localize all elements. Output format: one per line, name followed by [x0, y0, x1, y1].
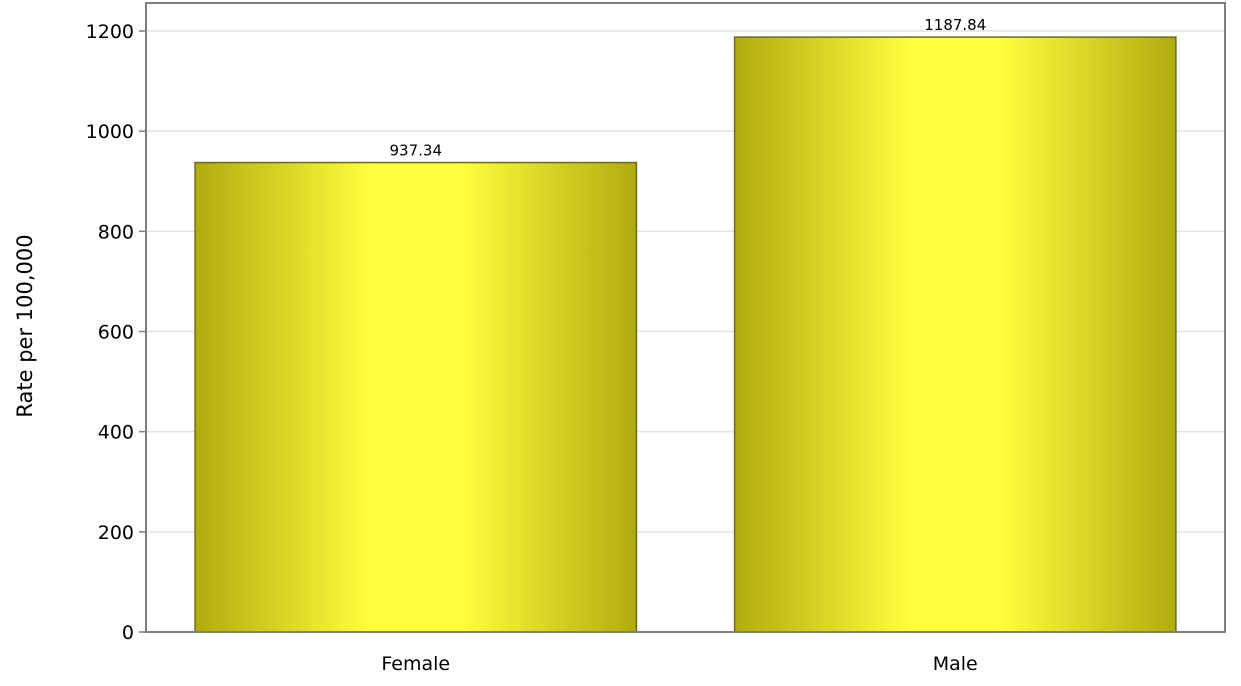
- plot-frame: [145, 2, 1226, 633]
- bar-male: [733, 36, 1177, 633]
- y-axis-title: Rate per 100,000: [13, 234, 37, 417]
- data-label-female: 937.34: [390, 142, 443, 160]
- x-tick-label-female: Female: [381, 653, 450, 675]
- y-tick-label-800: 800: [98, 221, 134, 243]
- y-tick-label-0: 0: [122, 622, 134, 644]
- bars: [194, 36, 1177, 633]
- y-tick-label-1000: 1000: [86, 121, 134, 143]
- y-tick-label-1200: 1200: [86, 21, 134, 43]
- y-axis: 0 200 400 600 800 1000 1200: [86, 21, 146, 644]
- y-tick-label-200: 200: [98, 522, 134, 544]
- x-tick-label-male: Male: [933, 653, 978, 675]
- y-tick-label-400: 400: [98, 422, 134, 444]
- bar-female: [194, 161, 638, 633]
- data-labels: 937.34 1187.84: [390, 16, 987, 159]
- data-label-male: 1187.84: [924, 16, 986, 34]
- x-axis: Female Male: [381, 653, 977, 675]
- y-tick-label-600: 600: [98, 322, 134, 344]
